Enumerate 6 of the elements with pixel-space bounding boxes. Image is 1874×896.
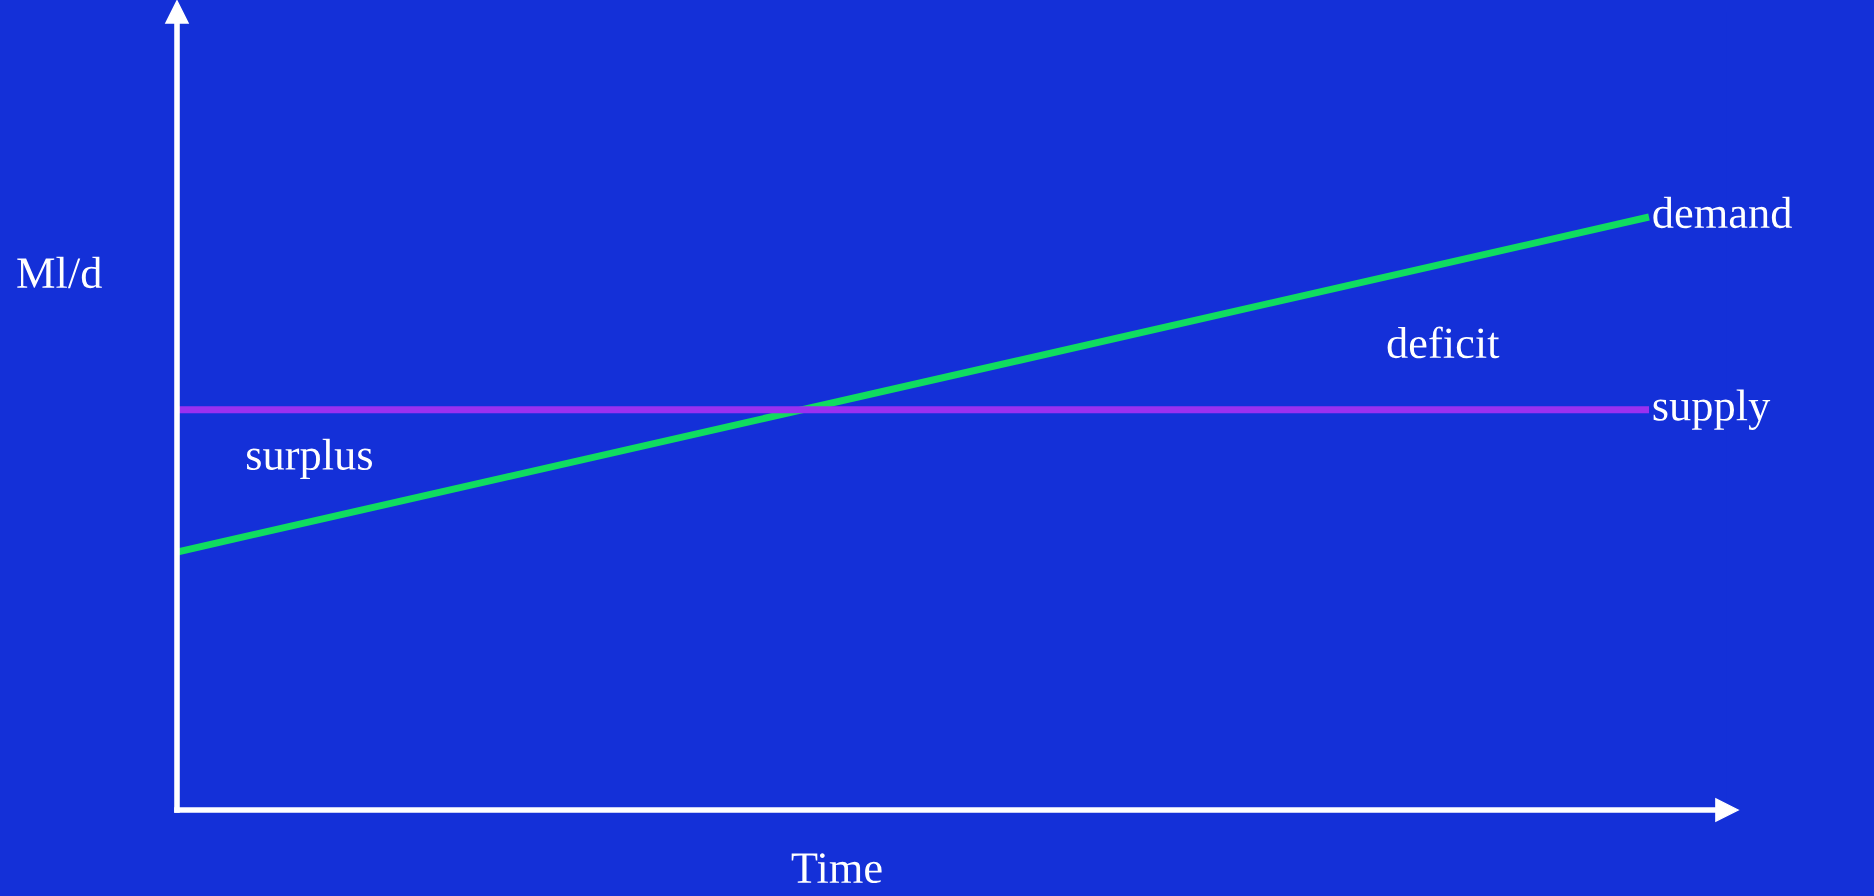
series-label: demand xyxy=(1653,196,1792,229)
y-axis-title: Ml/d xyxy=(17,256,102,289)
x-axis-title: Time xyxy=(791,853,882,884)
annotation: deficit xyxy=(1387,326,1500,359)
series-label: supply xyxy=(1653,389,1771,430)
annotation: surplus xyxy=(247,438,372,480)
